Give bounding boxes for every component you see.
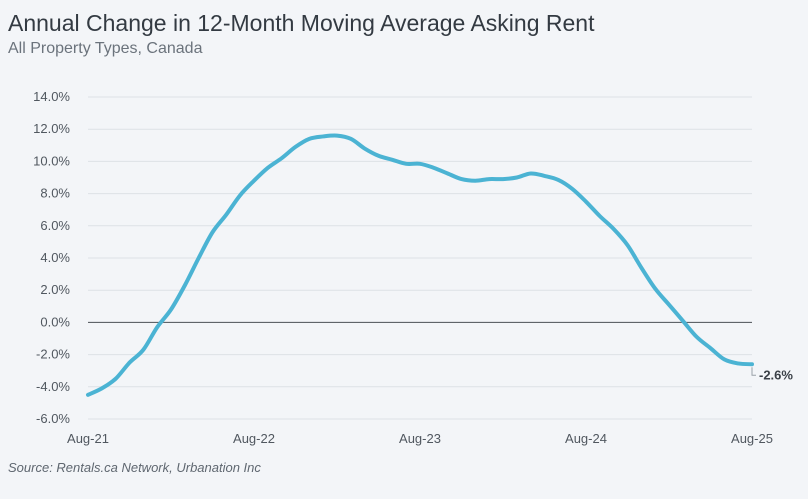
gridlines — [88, 96, 752, 420]
chart-title: Annual Change in 12-Month Moving Average… — [8, 10, 595, 36]
annotation-layer: -2.6% — [751, 367, 793, 382]
y-tick-label: -6.0% — [36, 411, 70, 426]
y-tick-label: 12.0% — [33, 121, 70, 136]
y-tick-label: 4.0% — [40, 250, 70, 265]
axis-labels: 14.0% 12.0% 10.0% 8.0% 6.0% 4.0% 2.0% 0.0% -2.0%… — [33, 89, 773, 446]
y-tick-label: -4.0% — [36, 379, 70, 394]
y-tick-label: 14.0% — [33, 89, 70, 104]
chart-source: Source: Rentals.ca Network, Urbanation I… — [8, 460, 261, 475]
y-tick-label: 10.0% — [33, 153, 70, 168]
x-tick-label: Aug-25 — [731, 431, 773, 446]
x-tick-label: Aug-22 — [233, 431, 275, 446]
y-tick-label: 8.0% — [40, 186, 70, 201]
series-line — [86, 133, 754, 397]
y-tick-label: 2.0% — [40, 282, 70, 297]
y-tick-label: 6.0% — [40, 218, 70, 233]
series-layer — [86, 133, 754, 397]
y-tick-label: -2.0% — [36, 347, 70, 362]
y-tick-label: 0.0% — [40, 314, 70, 329]
end-value-label: -2.6% — [759, 367, 793, 382]
x-tick-label: Aug-24 — [565, 431, 607, 446]
end-label-leader — [751, 367, 756, 376]
x-tick-label: Aug-21 — [67, 431, 109, 446]
x-tick-label: Aug-23 — [399, 431, 441, 446]
chart-subtitle: All Property Types, Canada — [8, 40, 203, 57]
